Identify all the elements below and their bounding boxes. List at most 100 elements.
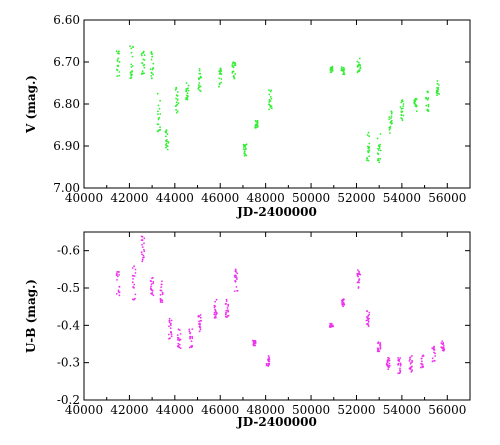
v-data-point	[220, 81, 223, 84]
v-data-point	[176, 95, 179, 97]
ub-data-point	[131, 298, 134, 301]
v-data-point	[356, 60, 359, 63]
ub-data-point	[357, 287, 360, 289]
v-data-point	[359, 67, 362, 70]
ub-data-point	[142, 254, 145, 257]
v-data-point	[427, 109, 430, 112]
ub-data-point	[179, 333, 182, 335]
v-data-point	[388, 128, 391, 131]
v-data-point	[197, 84, 200, 87]
v-data-point	[234, 64, 237, 67]
ub-data-point	[440, 346, 443, 349]
ub-data-point	[116, 279, 118, 281]
ub-data-point	[379, 347, 382, 350]
ub-data-point	[188, 328, 191, 331]
ub-data-point	[397, 372, 400, 375]
v-data-point	[118, 61, 121, 63]
ub-data-point	[199, 316, 202, 319]
v-data-point	[342, 73, 344, 75]
ub-points	[115, 235, 446, 375]
v-x-axis-label: JD-2400000	[236, 205, 317, 219]
v-y-axis-label: V (mag.)	[24, 75, 38, 134]
v-data-point	[401, 99, 403, 102]
ub-data-point	[177, 342, 180, 345]
v-data-point	[343, 73, 346, 76]
v-data-point	[131, 70, 134, 72]
v-data-point	[143, 66, 146, 69]
ub-data-point	[265, 364, 268, 367]
v-data-point	[130, 51, 133, 54]
ub-data-point	[190, 340, 193, 342]
v-data-point	[436, 92, 438, 95]
v-data-point	[166, 133, 169, 136]
ub-data-point	[213, 304, 216, 307]
v-data-point	[130, 63, 133, 66]
ub-data-point	[215, 313, 218, 315]
v-data-point	[437, 92, 440, 95]
v-data-point	[245, 143, 248, 146]
v-data-point	[243, 150, 246, 153]
v-data-point	[143, 54, 146, 57]
v-data-point	[150, 58, 153, 61]
ub-data-point	[189, 332, 191, 335]
v-data-point	[232, 62, 234, 65]
ub-data-point	[134, 272, 137, 274]
ub-data-point	[140, 239, 143, 242]
ub-data-point	[143, 250, 146, 253]
ub-y-ticks: -0.6 -0.5 -0.4 -0.3 -0.2	[57, 244, 470, 407]
ub-data-point	[168, 317, 171, 320]
ub-data-point	[214, 316, 217, 319]
ub-x-tick-label: 52000	[337, 403, 375, 417]
ub-data-point	[116, 275, 119, 278]
ub-data-point	[199, 322, 201, 325]
v-data-point	[389, 125, 392, 128]
v-data-point	[377, 153, 380, 156]
ub-data-point	[442, 345, 445, 347]
ub-data-point	[433, 345, 435, 348]
ub-data-point	[265, 362, 268, 365]
v-data-point	[270, 97, 273, 100]
ub-data-point	[150, 280, 153, 283]
v-data-point	[357, 61, 360, 64]
ub-data-point	[385, 362, 388, 365]
v-y-ticks: 6.60 6.70 6.80 6.90 7.00	[53, 13, 470, 195]
v-data-point	[141, 72, 144, 74]
v-data-point	[159, 99, 162, 102]
v-data-point	[329, 69, 332, 71]
ub-data-point	[399, 369, 401, 371]
v-panel: 40000 42000 44000 46000 48000 50000 52000 54000…	[24, 13, 471, 219]
ub-data-point	[179, 338, 182, 341]
v-data-point	[330, 71, 333, 73]
v-data-point	[243, 154, 246, 157]
v-data-point	[233, 77, 236, 80]
v-data-point	[366, 159, 368, 162]
v-data-point	[177, 102, 180, 105]
ub-data-point	[234, 274, 237, 277]
v-data-point	[359, 64, 362, 67]
v-data-point	[341, 66, 343, 68]
ub-data-point	[161, 280, 163, 283]
v-data-point	[132, 46, 134, 49]
ub-data-point	[199, 319, 202, 322]
v-data-point	[116, 60, 119, 62]
v-data-point	[243, 146, 245, 148]
ub-data-point	[227, 305, 230, 307]
v-data-point	[186, 98, 189, 101]
ub-data-point	[236, 289, 239, 292]
v-data-point	[129, 77, 132, 80]
v-data-point	[199, 85, 202, 88]
v-data-point	[199, 72, 202, 75]
ub-data-point	[143, 248, 145, 251]
v-data-point	[379, 133, 382, 135]
ub-data-point	[133, 275, 136, 277]
ub-data-point	[408, 360, 411, 362]
v-data-point	[156, 92, 159, 95]
v-data-point	[270, 89, 273, 92]
ub-data-point	[191, 328, 194, 330]
ub-data-point	[169, 322, 172, 325]
ub-data-point	[399, 357, 402, 359]
ub-data-point	[234, 269, 237, 272]
v-data-point	[186, 92, 189, 95]
ub-x-tick-label: 48000	[247, 403, 285, 417]
ub-data-point	[214, 300, 217, 303]
